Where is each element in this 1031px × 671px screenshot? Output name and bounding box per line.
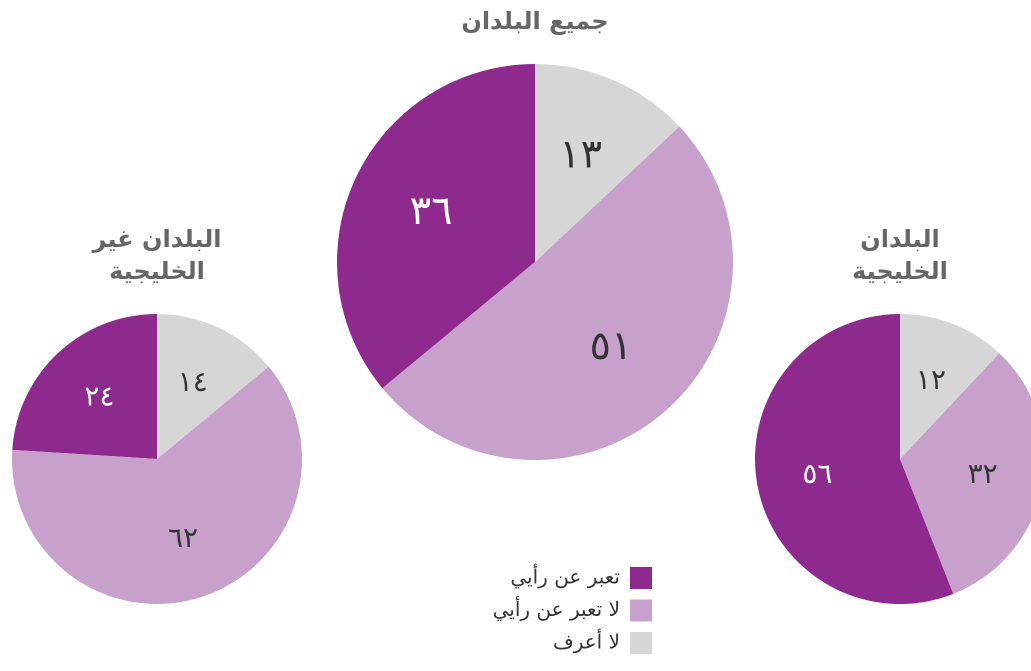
pie-slice <box>157 314 269 459</box>
value-label: ٣٢ <box>968 457 998 490</box>
legend-label: لا تعبر عن رأيي <box>493 596 620 622</box>
value-label: ٥٦ <box>802 457 832 490</box>
chart-title: البلدان <box>860 225 939 253</box>
legend-swatch <box>630 632 652 654</box>
pie-slice <box>535 64 680 262</box>
pie-slice <box>900 314 1000 459</box>
chart-title: جميع البلدان <box>461 7 608 35</box>
value-label: ٣٦ <box>410 188 453 234</box>
chart-title: البلدان غير <box>92 225 222 253</box>
value-label: ٥١ <box>589 323 632 369</box>
pie-slice <box>382 126 733 460</box>
value-label: ١٣ <box>559 132 602 178</box>
legend-swatch <box>630 599 652 622</box>
value-label: ٢٤ <box>84 380 114 413</box>
value-label: ٦٢ <box>168 521 198 554</box>
pie-slice <box>336 64 535 389</box>
legend-label: تعبر عن رأيي <box>510 564 620 590</box>
pie-slice <box>12 366 303 604</box>
pie-slice <box>754 313 954 604</box>
chart-title: الخليجية <box>852 257 948 285</box>
value-label: ١٢ <box>916 363 946 396</box>
pie-slice <box>12 314 158 459</box>
pie-slice <box>900 353 1031 594</box>
chart-title: الخليجية <box>109 257 205 285</box>
legend-swatch <box>630 567 652 589</box>
legend-label: لا أعرف <box>553 629 620 654</box>
value-label: ١٤ <box>178 365 208 398</box>
